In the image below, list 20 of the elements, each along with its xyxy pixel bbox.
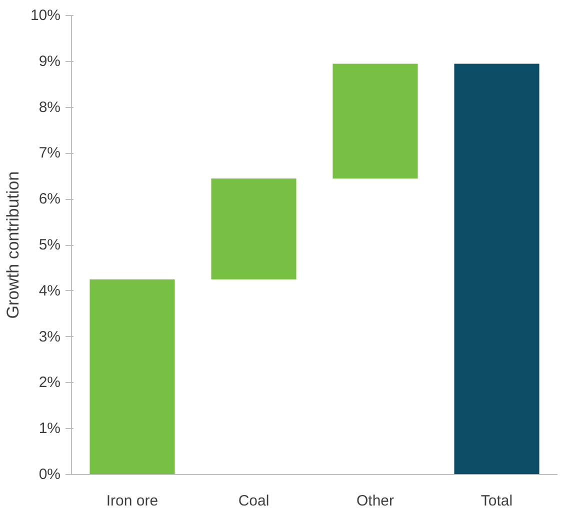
y-tick-label: 4% <box>38 282 61 300</box>
y-tick-label: 8% <box>38 98 61 116</box>
bar <box>454 64 540 474</box>
y-tick-label: 7% <box>38 144 61 162</box>
bar <box>332 64 418 178</box>
y-axis-title: Growth contribution <box>3 171 22 319</box>
x-tick-label: Total <box>480 492 513 510</box>
y-tick-label: 1% <box>38 420 61 438</box>
x-tick-label: Iron ore <box>106 492 158 510</box>
x-tick-label: Other <box>356 492 394 510</box>
x-tick-label: Coal <box>238 492 270 510</box>
y-tick-label: 3% <box>38 328 61 346</box>
y-tick-label: 9% <box>38 52 61 70</box>
y-tick-label: 0% <box>38 466 61 483</box>
bar <box>211 178 296 280</box>
y-tick-label: 10% <box>30 7 61 24</box>
y-tick-label: 6% <box>38 190 61 208</box>
y-tick-label: 5% <box>38 236 61 254</box>
bar <box>90 279 175 474</box>
y-tick-label: 2% <box>38 374 61 392</box>
